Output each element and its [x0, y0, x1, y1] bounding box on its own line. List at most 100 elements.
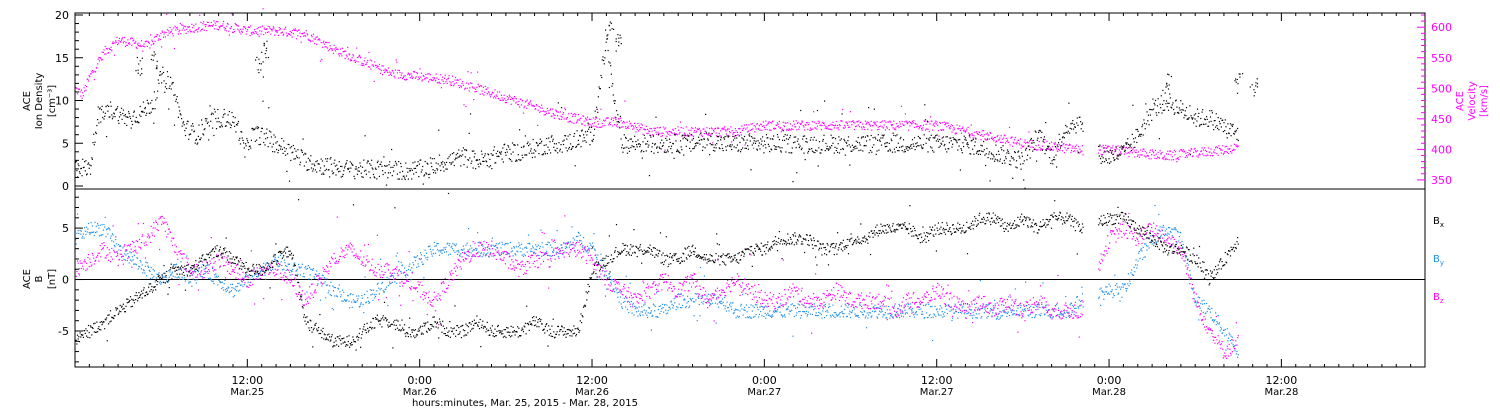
- velocity-point: [241, 30, 243, 32]
- density-point: [1022, 163, 1024, 165]
- density-point: [502, 161, 504, 163]
- by-point: [455, 243, 457, 245]
- by-point: [370, 294, 372, 296]
- by-point: [846, 315, 848, 317]
- density-point: [427, 163, 429, 165]
- velocity-point: [811, 121, 813, 123]
- density-point: [1032, 139, 1034, 142]
- by-point: [346, 299, 348, 301]
- by-point: [821, 317, 823, 319]
- velocity-point: [999, 137, 1001, 139]
- velocity-point: [1056, 148, 1058, 150]
- velocity-point: [1235, 144, 1237, 146]
- velocity-point: [855, 126, 857, 128]
- density-point: [504, 143, 506, 145]
- by-point: [506, 253, 508, 255]
- velocity-point: [694, 127, 696, 129]
- density-spike-point: [1167, 88, 1170, 90]
- density-point: [352, 204, 355, 206]
- by-point: [546, 243, 548, 246]
- density-point: [210, 113, 212, 116]
- velocity-point: [307, 38, 309, 40]
- velocity-point: [409, 77, 411, 79]
- density-point: [322, 172, 324, 174]
- velocity-point: [279, 29, 281, 31]
- density-point: [908, 146, 910, 148]
- density-point: [1013, 159, 1015, 161]
- velocity-point: [639, 128, 641, 131]
- velocity-point: [929, 123, 931, 125]
- by-point: [857, 314, 859, 317]
- by-point: [215, 273, 217, 275]
- velocity-point: [878, 128, 880, 130]
- by-point: [716, 303, 718, 305]
- density-point: [948, 148, 950, 150]
- velocity-point: [947, 122, 949, 124]
- by-point: [888, 312, 890, 315]
- velocity-point: [98, 60, 101, 62]
- by-point: [832, 304, 834, 306]
- by-point: [575, 235, 578, 238]
- density-point: [226, 121, 228, 123]
- density-point: [568, 148, 570, 150]
- by-point: [283, 268, 285, 270]
- velocity-point: [245, 28, 247, 30]
- velocity-point: [399, 71, 401, 74]
- density-point: [228, 122, 230, 124]
- velocity-point: [913, 120, 915, 122]
- by-point: [754, 304, 757, 306]
- density-point: [833, 152, 835, 154]
- density-point: [242, 139, 244, 141]
- velocity-point: [1112, 145, 1114, 147]
- density-point: [542, 153, 545, 155]
- density-point: [421, 169, 423, 171]
- density-point: [647, 140, 649, 142]
- density-point: [129, 115, 131, 118]
- density-spike-point: [265, 47, 268, 49]
- by-point: [171, 272, 173, 274]
- velocity-point: [860, 126, 863, 128]
- density-point: [148, 112, 150, 114]
- velocity-point: [664, 149, 666, 151]
- by-point: [424, 255, 426, 257]
- velocity-point: [502, 99, 504, 101]
- velocity-point: [649, 127, 651, 130]
- velocity-point: [274, 34, 276, 36]
- velocity-point: [815, 122, 817, 125]
- velocity-point: [141, 45, 143, 47]
- velocity-point: [486, 88, 488, 90]
- density-point: [935, 134, 937, 137]
- velocity-point: [906, 121, 908, 123]
- density-point: [1008, 163, 1011, 165]
- velocity-point: [186, 26, 188, 28]
- velocity-point: [248, 26, 250, 28]
- velocity-point: [164, 36, 166, 38]
- velocity-point: [105, 53, 107, 55]
- by-point: [329, 294, 331, 296]
- density-spike-point: [1256, 83, 1259, 85]
- density-point: [197, 135, 199, 137]
- by-point: [758, 313, 760, 316]
- density-point: [1019, 157, 1021, 159]
- density-point: [602, 56, 604, 58]
- density-point: [511, 142, 514, 144]
- velocity-point: [701, 134, 703, 136]
- density-point: [841, 113, 843, 115]
- by-point: [579, 239, 581, 242]
- density-point: [1229, 128, 1231, 130]
- by-point: [658, 305, 660, 308]
- density-point: [378, 175, 380, 177]
- by-point: [896, 316, 898, 318]
- density-point: [838, 136, 840, 138]
- velocity-point: [1223, 152, 1225, 154]
- density-point: [679, 140, 682, 142]
- density-point: [1231, 125, 1233, 127]
- density-point: [851, 150, 853, 152]
- velocity-point: [541, 107, 543, 109]
- density-point: [1109, 149, 1111, 151]
- velocity-point: [376, 66, 378, 69]
- by-point: [860, 305, 863, 307]
- density-point: [860, 149, 862, 151]
- density-point: [805, 141, 807, 143]
- density-point: [619, 115, 621, 117]
